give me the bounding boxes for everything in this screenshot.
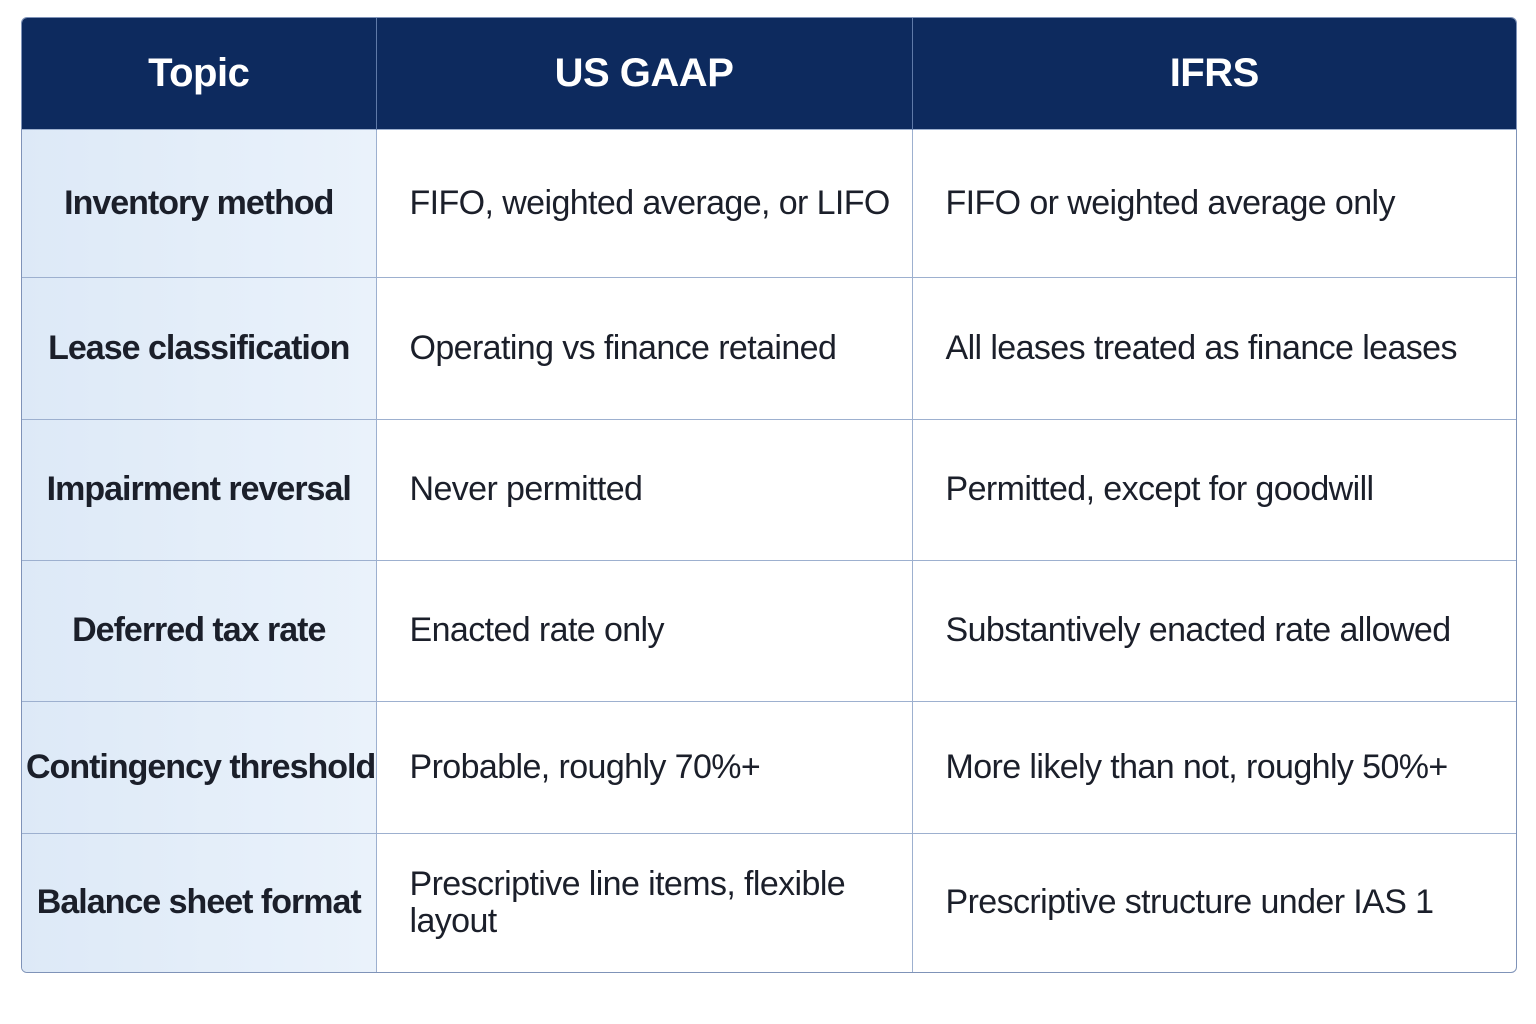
table-row: Deferred tax rate Enacted rate only Subs… (22, 559, 1516, 701)
row-us-gaap: Prescriptive line items, flexible layout (375, 832, 912, 972)
table-row: Balance sheet format Prescriptive line i… (22, 832, 1516, 972)
row-us-gaap: Operating vs finance retained (375, 276, 912, 419)
row-topic: Lease classification (22, 276, 376, 419)
row-ifrs: Substantively enacted rate allowed (911, 559, 1516, 701)
row-topic: Inventory method (22, 128, 376, 277)
header-topic: Topic (22, 18, 376, 129)
gaap-ifrs-comparison-table: Topic US GAAP IFRS Inventory method FIFO… (22, 18, 1516, 972)
header-us-gaap: US GAAP (375, 18, 912, 129)
row-us-gaap: Never permitted (375, 418, 912, 560)
table-header-row: Topic US GAAP IFRS (22, 18, 1516, 129)
row-topic: Deferred tax rate (22, 559, 376, 701)
row-us-gaap: FIFO, weighted average, or LIFO (375, 128, 912, 277)
table-row: Contingency threshold Probable, roughly … (22, 700, 1516, 833)
table-row: Inventory method FIFO, weighted average,… (22, 128, 1516, 277)
row-ifrs: More likely than not, roughly 50%+ (911, 700, 1516, 833)
row-ifrs: Permitted, except for goodwill (911, 418, 1516, 560)
table-row: Lease classification Operating vs financ… (22, 276, 1516, 419)
row-ifrs: FIFO or weighted average only (911, 128, 1516, 277)
row-topic: Impairment reversal (22, 418, 376, 560)
row-us-gaap: Enacted rate only (375, 559, 912, 701)
table-row: Impairment reversal Never permitted Perm… (22, 418, 1516, 560)
row-topic: Contingency threshold (22, 700, 376, 833)
row-us-gaap: Probable, roughly 70%+ (375, 700, 912, 833)
row-ifrs: Prescriptive structure under IAS 1 (911, 832, 1516, 972)
row-ifrs: All leases treated as finance leases (911, 276, 1516, 419)
header-ifrs: IFRS (911, 18, 1516, 129)
row-topic: Balance sheet format (22, 832, 376, 972)
comparison-table-container: Topic US GAAP IFRS Inventory method FIFO… (21, 17, 1517, 973)
